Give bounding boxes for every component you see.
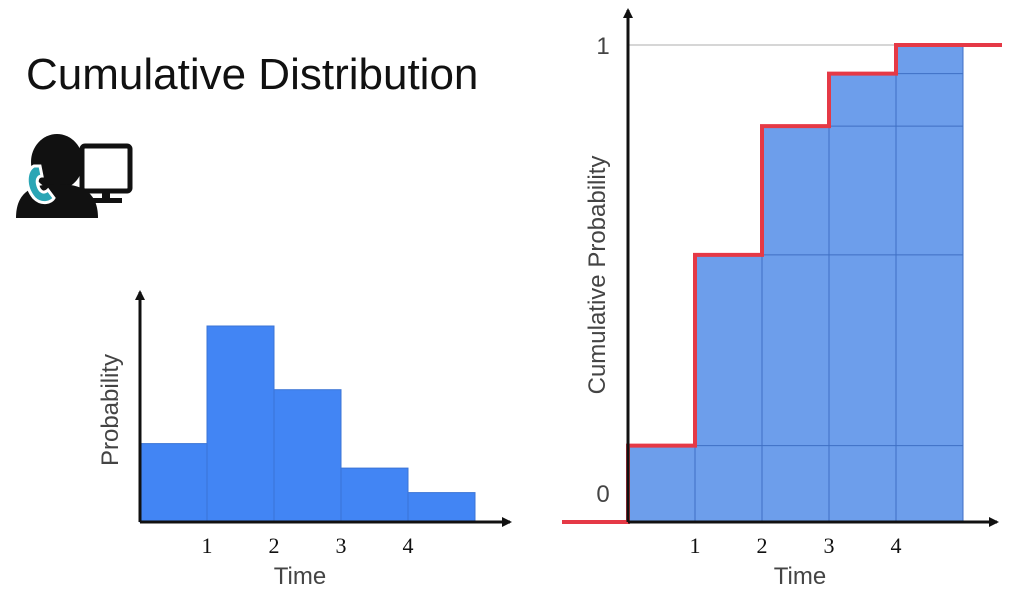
- cdf-bar: [694, 254, 763, 523]
- right-x-tick: 1: [690, 533, 701, 558]
- right-x-tick: 4: [891, 533, 902, 558]
- cdf-chart: 1 2 3 4 1 0 Time Cumulative Probability: [562, 8, 1002, 590]
- cdf-bar: [828, 73, 897, 523]
- right-y-axis-label: Cumulative Probability: [584, 156, 611, 395]
- right-y-tick-1: 1: [596, 33, 609, 60]
- histogram-bar: [407, 492, 476, 523]
- left-x-tick: 1: [202, 533, 213, 558]
- cdf-bar: [895, 44, 964, 523]
- cdf-bar: [627, 445, 696, 523]
- right-y-tick-0: 0: [596, 481, 609, 508]
- left-x-tick: 2: [269, 533, 280, 558]
- call-center-agent-icon: [12, 128, 137, 223]
- left-x-tick: 4: [403, 533, 414, 558]
- cdf-bar: [761, 125, 830, 523]
- left-x-axis-label: Time: [274, 563, 326, 590]
- histogram-bar: [139, 443, 208, 523]
- left-x-tick: 3: [336, 533, 347, 558]
- histogram-bar: [273, 389, 342, 523]
- right-x-tick: 3: [824, 533, 835, 558]
- right-x-axis-label: Time: [774, 563, 826, 590]
- histogram-bar: [206, 325, 275, 523]
- right-x-tick: 2: [757, 533, 768, 558]
- histogram-chart: 1 2 3 4 Time Probability: [97, 290, 512, 590]
- left-y-axis-label: Probability: [97, 354, 124, 466]
- histogram-bar: [340, 467, 409, 523]
- page-title: Cumulative Distribution: [26, 50, 479, 99]
